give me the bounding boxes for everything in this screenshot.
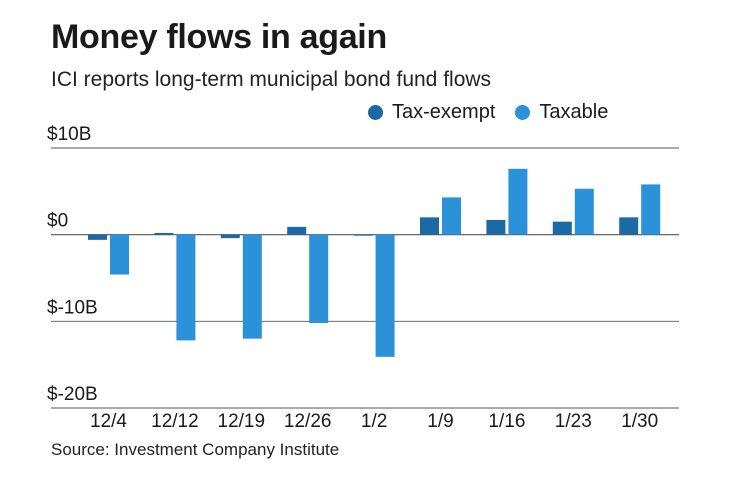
bar-taxable-12-4 xyxy=(110,234,129,275)
x-tick-label: 1/16 xyxy=(488,411,525,432)
legend-swatch-taxable xyxy=(515,105,531,120)
bar-taxable-1-30 xyxy=(641,184,661,235)
bar-tax-exempt-1-2 xyxy=(353,234,373,236)
x-tick-label: 12/12 xyxy=(151,411,199,432)
chart-subtitle: ICI reports long-term municipal bond fun… xyxy=(51,68,492,91)
bar-taxable-1-9 xyxy=(442,197,461,235)
bar-tax-exempt-12-19 xyxy=(220,234,240,239)
bar-tax-exempt-1-16 xyxy=(486,219,506,235)
legend-item-taxable: Taxable xyxy=(515,101,608,124)
legend-label-tax-exempt: Tax-exempt xyxy=(392,101,496,123)
bar-taxable-1-16 xyxy=(508,168,528,235)
bar-taxable-12-12 xyxy=(176,234,196,341)
y-tick-label: $0 xyxy=(47,211,68,232)
bar-tax-exempt-1-23 xyxy=(552,221,572,235)
legend-swatch-tax-exempt xyxy=(368,105,383,120)
bar-taxable-1-2 xyxy=(375,234,395,357)
bar-taxable-1-23 xyxy=(574,188,594,235)
y-tick-label: $10B xyxy=(47,124,91,145)
legend-label-taxable: Taxable xyxy=(539,101,609,123)
axis-labels: $10B $0 $-10B $-20B 12/4 12/12 12/19 12/26 1/2 1/… xyxy=(47,124,658,432)
y-tick-label: $-20B xyxy=(47,384,98,405)
bar-tax-exempt-12-4 xyxy=(88,234,107,240)
x-tick-label: 1/2 xyxy=(361,411,387,432)
bars xyxy=(88,168,661,357)
source-note: Source: Investment Company Institute xyxy=(51,440,340,459)
bar-taxable-12-19 xyxy=(242,234,262,339)
legend-item-tax-exempt: Tax-exempt xyxy=(368,101,495,124)
y-tick-label: $-10B xyxy=(47,297,98,318)
x-tick-label: 1/23 xyxy=(555,411,592,432)
chart-title: Money flows in again xyxy=(51,18,387,56)
x-tick-label: 12/26 xyxy=(284,411,332,432)
x-tick-label: 12/4 xyxy=(90,411,127,432)
bar-tax-exempt-12-26 xyxy=(287,226,307,235)
bar-taxable-12-26 xyxy=(309,234,329,324)
x-tick-label: 1/30 xyxy=(621,411,658,432)
bar-tax-exempt-1-9 xyxy=(420,217,439,235)
x-tick-label: 1/9 xyxy=(427,411,453,432)
bar-tax-exempt-1-30 xyxy=(619,217,639,235)
chart-legend: Tax-exempt Taxable xyxy=(368,101,628,124)
x-tick-label: 12/19 xyxy=(218,411,266,432)
bar-tax-exempt-12-12 xyxy=(154,232,174,235)
gridlines xyxy=(51,147,679,409)
